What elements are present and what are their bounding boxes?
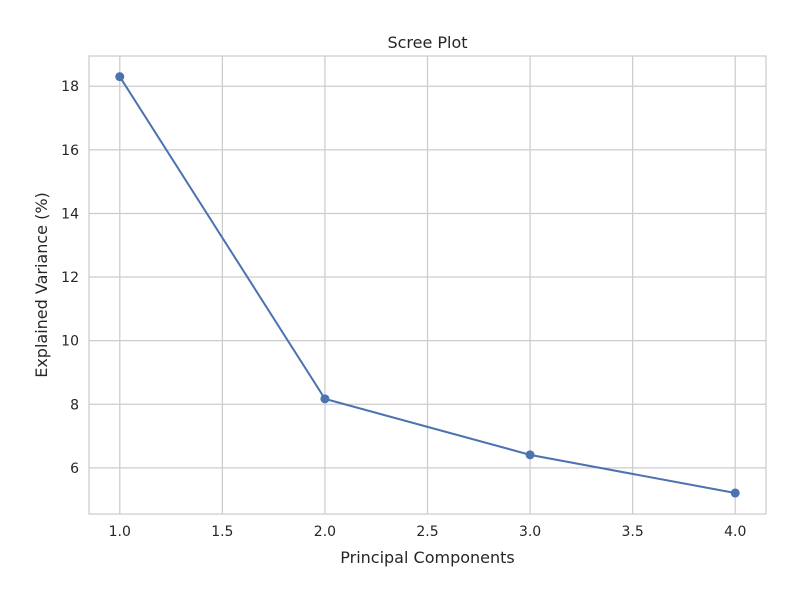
- y-tick-label: 16: [61, 143, 79, 159]
- data-point: [115, 72, 125, 82]
- y-tick-label: 18: [61, 79, 79, 95]
- series-line: [118, 76, 736, 494]
- data-point: [525, 450, 535, 460]
- y-tick-label: 14: [61, 206, 79, 222]
- y-tick-label: 12: [61, 270, 79, 286]
- y-tick-label: 6: [70, 461, 79, 477]
- x-tick-label: 2.0: [314, 524, 336, 540]
- plot-frame: [88, 55, 767, 515]
- y-tick-label: 8: [70, 397, 79, 413]
- data-point: [320, 394, 330, 404]
- chart-title: Scree Plot: [387, 33, 467, 52]
- x-tick-label: 3.5: [622, 524, 644, 540]
- data-point: [730, 488, 740, 498]
- x-tick-label: 4.0: [724, 524, 746, 540]
- x-tick-label: 1.5: [211, 524, 233, 540]
- x-tick-label: 3.0: [519, 524, 541, 540]
- series-layer: [115, 72, 740, 498]
- y-axis-ticks: 6 8 10 12 14 16 18: [61, 79, 79, 477]
- x-tick-label: 1.0: [109, 524, 131, 540]
- grid-lines: [89, 56, 766, 514]
- x-axis-label: Principal Components: [340, 548, 515, 567]
- x-tick-label: 2.5: [416, 524, 438, 540]
- y-tick-label: 10: [61, 334, 79, 350]
- y-axis-label: Explained Variance (%): [32, 192, 51, 378]
- x-axis-ticks: 1.0 1.5 2.0 2.5 3.0 3.5 4.0: [109, 524, 747, 540]
